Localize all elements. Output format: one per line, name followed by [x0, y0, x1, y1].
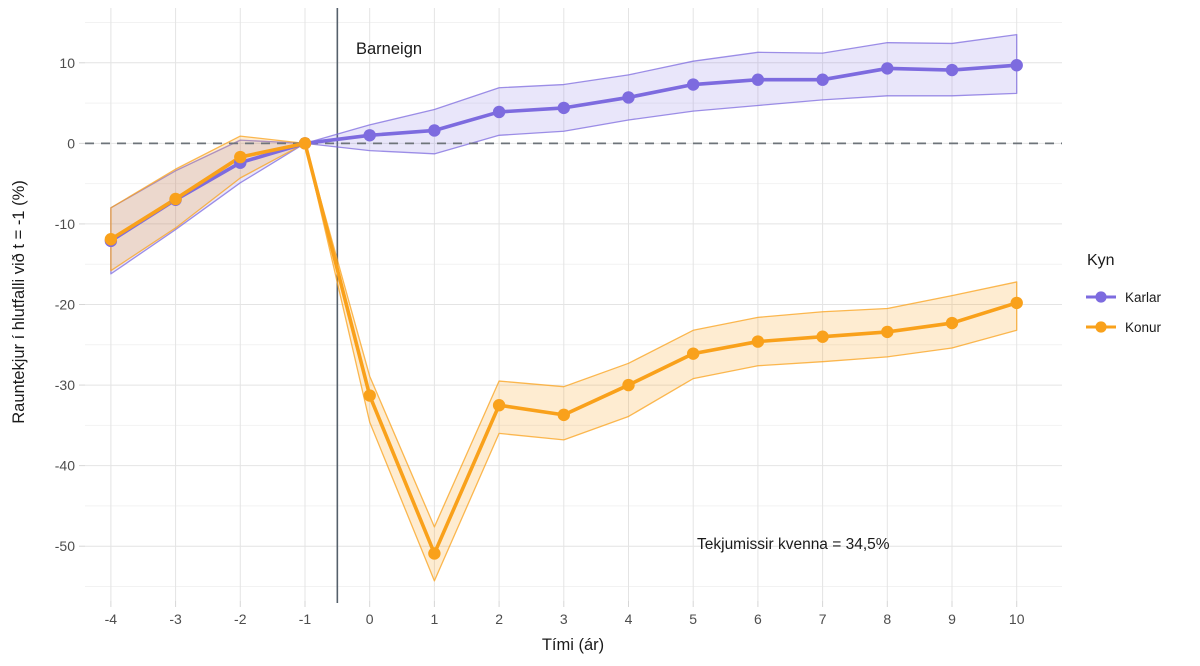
svg-text:9: 9 [948, 611, 956, 627]
svg-text:-40: -40 [55, 458, 75, 474]
svg-text:-1: -1 [299, 611, 312, 627]
svg-text:5: 5 [689, 611, 697, 627]
svg-text:10: 10 [59, 55, 75, 71]
svg-text:10: 10 [1009, 611, 1025, 627]
svg-text:4: 4 [625, 611, 633, 627]
svg-text:8: 8 [883, 611, 891, 627]
legend-item-konur: Konur [1085, 312, 1161, 342]
legend-label-karlar: Karlar [1125, 289, 1162, 305]
svg-text:2: 2 [495, 611, 503, 627]
legend-item-karlar: Karlar [1085, 282, 1161, 312]
income-loss-annotation: Tekjumissir kvenna = 34,5% [697, 536, 890, 553]
svg-text:-3: -3 [169, 611, 182, 627]
konur-key-icon [1086, 321, 1116, 333]
svg-text:-50: -50 [55, 538, 75, 554]
svg-text:-10: -10 [55, 216, 75, 232]
svg-text:6: 6 [754, 611, 762, 627]
svg-text:-2: -2 [234, 611, 247, 627]
legend-label-konur: Konur [1125, 319, 1162, 335]
karlar-key-icon [1086, 291, 1116, 303]
event-annotation: Barneign [356, 40, 423, 58]
svg-text:1: 1 [430, 611, 438, 627]
x-axis-title: Tími (ár) [541, 636, 605, 654]
svg-text:-20: -20 [55, 297, 75, 313]
svg-text:-30: -30 [55, 377, 75, 393]
legend: Kyn Karlar Konur [1085, 252, 1161, 342]
svg-text:0: 0 [366, 611, 374, 627]
svg-text:7: 7 [819, 611, 827, 627]
legend-title: Kyn [1087, 252, 1115, 269]
svg-text:-4: -4 [105, 611, 118, 627]
svg-text:3: 3 [560, 611, 568, 627]
svg-text:0: 0 [67, 135, 75, 151]
